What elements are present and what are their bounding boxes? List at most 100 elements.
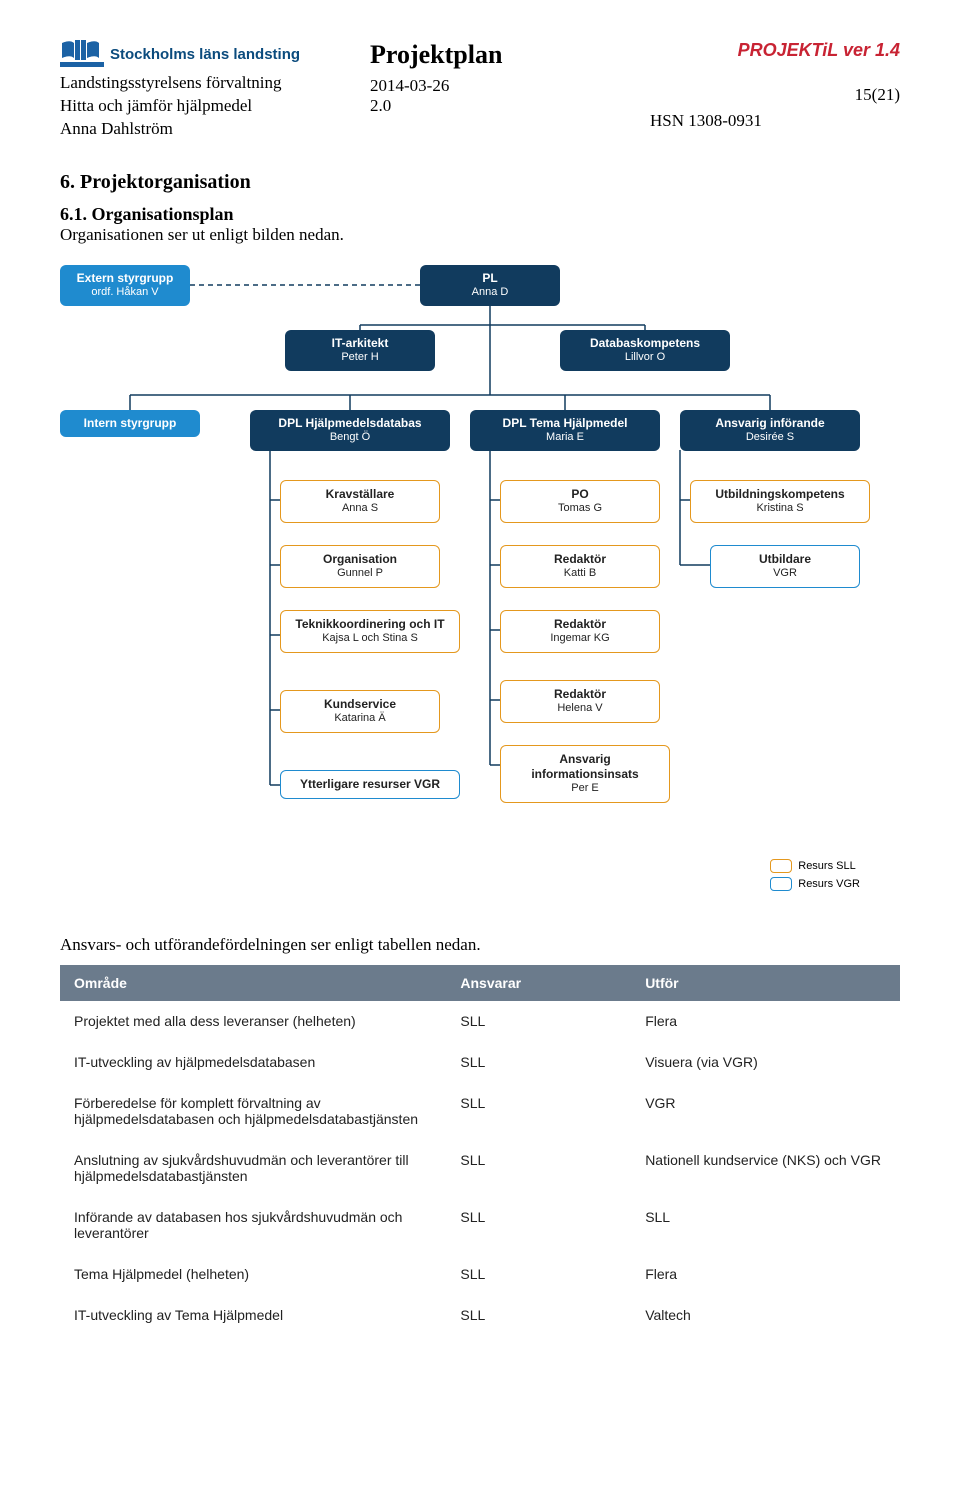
table-cell: SLL bbox=[446, 1139, 631, 1196]
org-role: Extern styrgrupp bbox=[70, 271, 180, 286]
section-p1: Organisationen ser ut enligt bilden neda… bbox=[60, 225, 900, 245]
legend-item-vgr: Resurs VGR bbox=[770, 877, 860, 891]
org-person: Katarina Ä bbox=[291, 712, 429, 726]
table-cell: IT-utveckling av hjälpmedelsdatabasen bbox=[60, 1041, 446, 1082]
org-role: Ytterligare resurser VGR bbox=[291, 777, 449, 792]
projektil-label: PROJEKTiL ver 1.4 bbox=[620, 40, 900, 61]
org-node-dpltema: DPL Tema HjälpmedelMaria E bbox=[470, 410, 660, 451]
th-ansvarar: Ansvarar bbox=[446, 965, 631, 1001]
org-node-utb: UtbildareVGR bbox=[710, 545, 860, 588]
org-node-intern: Intern styrgrupp bbox=[60, 410, 200, 437]
section-h2: 6. Projektorganisation bbox=[60, 171, 900, 194]
header-sub-1: Landstingsstyrelsens förvaltning bbox=[60, 72, 340, 95]
legend-label-sll: Resurs SLL bbox=[798, 860, 855, 872]
org-node-extern: Extern styrgruppordf. Håkan V bbox=[60, 265, 190, 306]
org-role: Redaktör bbox=[511, 617, 649, 632]
org-legend: Resurs SLL Resurs VGR bbox=[770, 859, 860, 895]
org-node-ansvinf: Ansvarig införandeDesirée S bbox=[680, 410, 860, 451]
logo-text: Stockholms läns landsting bbox=[110, 46, 300, 63]
table-cell: SLL bbox=[446, 1041, 631, 1082]
legend-swatch-vgr-icon bbox=[770, 877, 792, 891]
legend-label-vgr: Resurs VGR bbox=[798, 878, 860, 890]
table-cell: SLL bbox=[446, 1294, 631, 1335]
table-cell: Införande av databasen hos sjukvårdshuvu… bbox=[60, 1196, 446, 1253]
table-intro: Ansvars- och utförandefördelningen ser e… bbox=[60, 935, 900, 955]
doc-date: 2014-03-26 bbox=[370, 76, 620, 96]
th-omrade: Område bbox=[60, 965, 446, 1001]
org-role: Redaktör bbox=[511, 552, 649, 567]
org-role: DPL Hjälpmedelsdatabas bbox=[260, 416, 440, 431]
table-cell: SLL bbox=[446, 1001, 631, 1042]
header-sub-2: Hitta och jämför hjälpmedel bbox=[60, 95, 340, 118]
org-node-utbk: UtbildningskompetensKristina S bbox=[690, 480, 870, 523]
org-node-ytt: Ytterligare resurser VGR bbox=[280, 770, 460, 799]
org-role: Utbildningskompetens bbox=[701, 487, 859, 502]
org-node-itark: IT-arkitektPeter H bbox=[285, 330, 435, 371]
org-role: IT-arkitekt bbox=[295, 336, 425, 351]
doc-title: Projektplan bbox=[370, 40, 620, 70]
table-row: Tema Hjälpmedel (helheten)SLLFlera bbox=[60, 1253, 900, 1294]
table-cell: Projektet med alla dess leveranser (helh… bbox=[60, 1001, 446, 1042]
org-person: Kristina S bbox=[701, 502, 859, 516]
org-person: VGR bbox=[721, 567, 849, 581]
org-node-krav: KravställareAnna S bbox=[280, 480, 440, 523]
org-role: DPL Tema Hjälpmedel bbox=[480, 416, 650, 431]
table-cell: SLL bbox=[446, 1196, 631, 1253]
table-cell: SLL bbox=[631, 1196, 900, 1253]
section-h3: 6.1. Organisationsplan bbox=[60, 204, 900, 225]
org-node-red3: RedaktörHelena V bbox=[500, 680, 660, 723]
org-person: Tomas G bbox=[511, 502, 649, 516]
org-person: Bengt Ö bbox=[260, 431, 440, 445]
org-role: Ansvarig informationsinsats bbox=[511, 752, 659, 782]
org-person: Lillvor O bbox=[570, 351, 720, 365]
hsn-code: HSN 1308-0931 bbox=[620, 111, 900, 131]
org-person: Anna D bbox=[430, 286, 550, 300]
table-cell: Visuera (via VGR) bbox=[631, 1041, 900, 1082]
org-role: PO bbox=[511, 487, 649, 502]
org-node-orgn: OrganisationGunnel P bbox=[280, 545, 440, 588]
org-chart: Extern styrgruppordf. Håkan V PLAnna D IT-… bbox=[60, 265, 900, 905]
sll-logo-icon bbox=[60, 40, 104, 68]
org-role: PL bbox=[430, 271, 550, 286]
table-cell: IT-utveckling av Tema Hjälpmedel bbox=[60, 1294, 446, 1335]
org-person: Desirée S bbox=[690, 431, 850, 445]
table-cell: SLL bbox=[446, 1082, 631, 1139]
org-person: Peter H bbox=[295, 351, 425, 365]
org-node-dplhdb: DPL HjälpmedelsdatabasBengt Ö bbox=[250, 410, 450, 451]
org-role: Intern styrgrupp bbox=[70, 416, 190, 431]
section-body: 6. Projektorganisation 6.1. Organisation… bbox=[60, 171, 900, 1336]
org-node-red2: RedaktörIngemar KG bbox=[500, 610, 660, 653]
header-left: Stockholms läns landsting Landstingsstyr… bbox=[60, 40, 340, 141]
org-person: Anna S bbox=[291, 502, 429, 516]
table-cell: Flera bbox=[631, 1253, 900, 1294]
org-person: ordf. Håkan V bbox=[70, 286, 180, 300]
responsibility-table: Område Ansvarar Utför Projektet med alla… bbox=[60, 965, 900, 1336]
header-sub-3: Anna Dahlström bbox=[60, 118, 340, 141]
org-person: Helena V bbox=[511, 702, 649, 716]
doc-version: 2.0 bbox=[370, 96, 620, 116]
legend-item-sll: Resurs SLL bbox=[770, 859, 860, 873]
org-person: Ingemar KG bbox=[511, 632, 649, 646]
org-person: Maria E bbox=[480, 431, 650, 445]
table-cell: Anslutning av sjukvårdshuvudmän och leve… bbox=[60, 1139, 446, 1196]
table-cell: Flera bbox=[631, 1001, 900, 1042]
page-counter: 15(21) bbox=[620, 85, 900, 105]
table-cell: Valtech bbox=[631, 1294, 900, 1335]
org-person: Gunnel P bbox=[291, 567, 429, 581]
org-role: Utbildare bbox=[721, 552, 849, 567]
table-row: Projektet med alla dess leveranser (helh… bbox=[60, 1001, 900, 1042]
org-role: Redaktör bbox=[511, 687, 649, 702]
header-right: PROJEKTiL ver 1.4 15(21) HSN 1308-0931 bbox=[620, 40, 900, 141]
org-role: Kravställare bbox=[291, 487, 429, 502]
table-cell: Förberedelse för komplett förvaltning av… bbox=[60, 1082, 446, 1139]
org-person: Kajsa L och Stina S bbox=[291, 632, 449, 646]
table-cell: Nationell kundservice (NKS) och VGR bbox=[631, 1139, 900, 1196]
header-center: Projektplan 2014-03-26 2.0 bbox=[340, 40, 620, 141]
table-cell: Tema Hjälpmedel (helheten) bbox=[60, 1253, 446, 1294]
table-row: IT-utveckling av Tema HjälpmedelSLLValte… bbox=[60, 1294, 900, 1335]
org-node-pl: PLAnna D bbox=[420, 265, 560, 306]
table-row: Införande av databasen hos sjukvårdshuvu… bbox=[60, 1196, 900, 1253]
org-role: Organisation bbox=[291, 552, 429, 567]
org-node-red1: RedaktörKatti B bbox=[500, 545, 660, 588]
th-utfor: Utför bbox=[631, 965, 900, 1001]
